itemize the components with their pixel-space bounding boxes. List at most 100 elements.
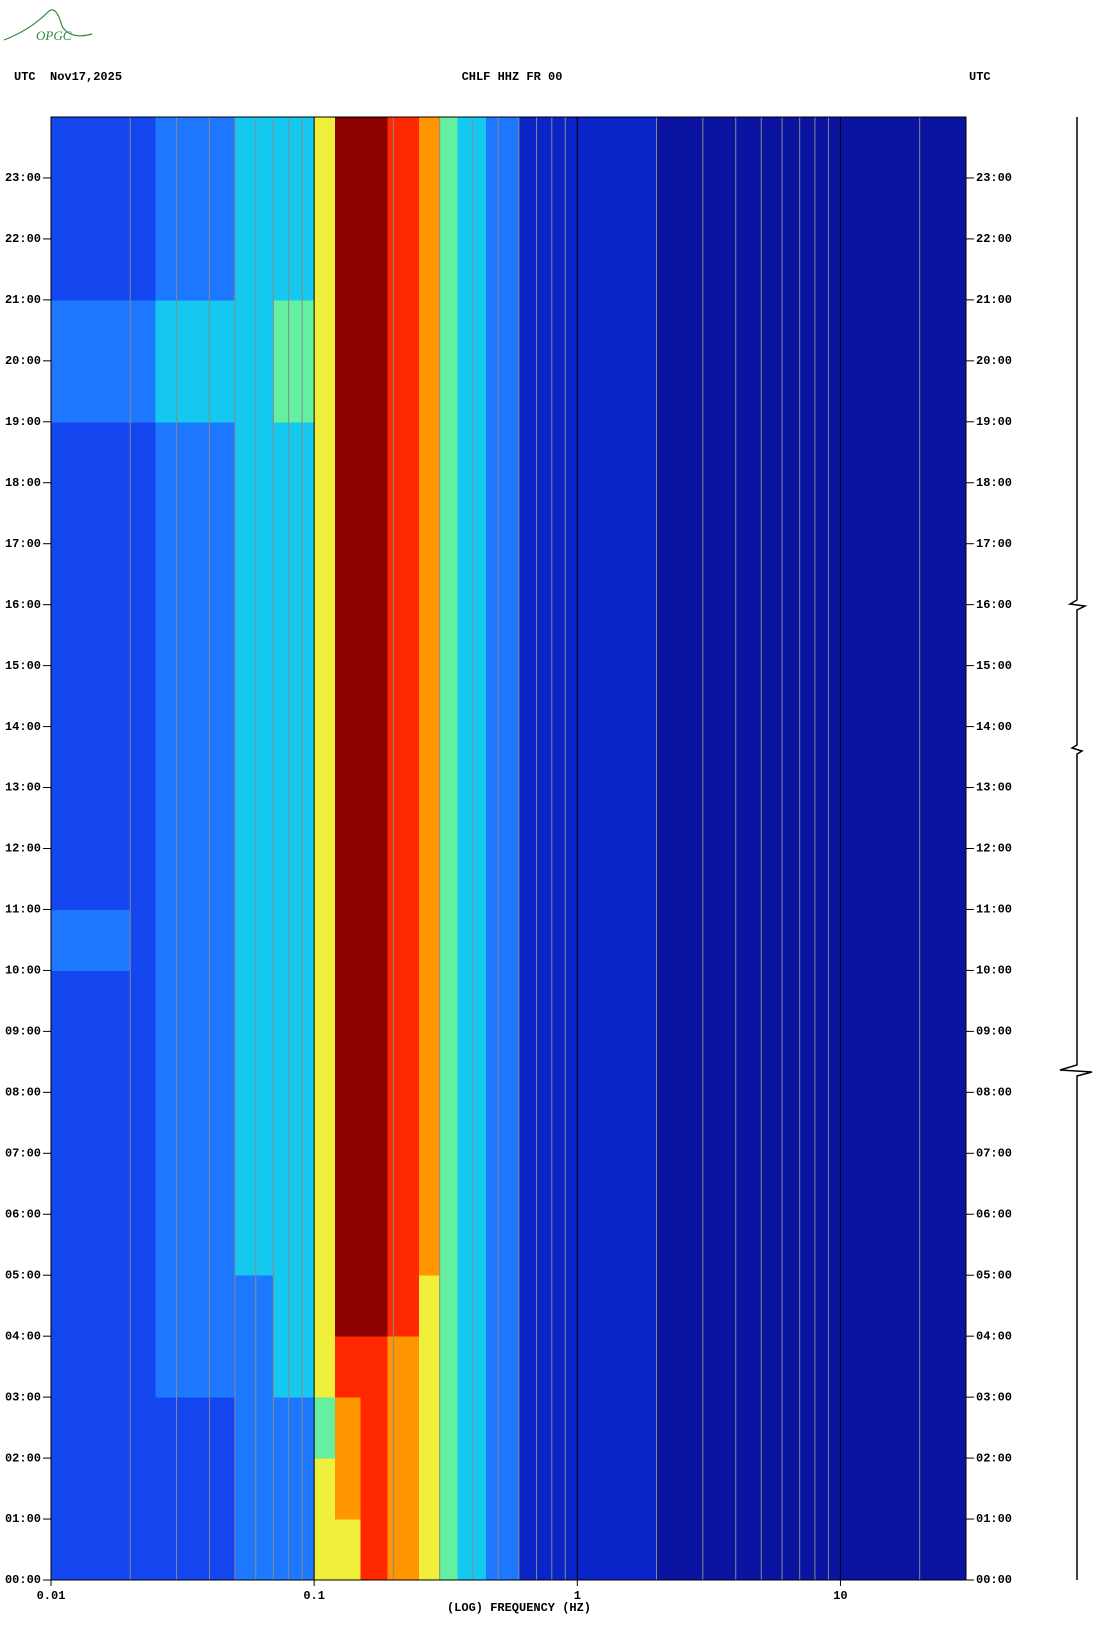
x-tick-label: 0.1 <box>303 1589 325 1603</box>
heat-cell <box>155 909 236 971</box>
heat-cell <box>439 482 458 545</box>
heat-cell <box>155 1031 236 1093</box>
y-tick-label: 06:00 <box>976 1207 1012 1221</box>
heat-cell <box>457 604 487 667</box>
heat-cell <box>577 1092 658 1154</box>
heat-cell <box>314 726 336 789</box>
y-tick-label: 08:00 <box>976 1086 1012 1100</box>
heat-cell <box>273 909 315 971</box>
heat-cell <box>418 848 441 910</box>
heat-cell <box>486 1397 520 1459</box>
heat-cell <box>314 970 336 1032</box>
heat-cell <box>314 1031 336 1093</box>
y-tick-label: 01:00 <box>976 1512 1012 1526</box>
heat-cell <box>334 1214 361 1276</box>
heat-cell <box>387 1092 420 1154</box>
heat-cell <box>577 482 658 545</box>
heat-cell <box>439 177 458 240</box>
heat-cell <box>334 1519 361 1581</box>
heat-cell <box>360 1397 389 1459</box>
heat-cell <box>439 1519 458 1581</box>
heat-cell <box>577 1458 658 1520</box>
heat-cell <box>457 1214 487 1276</box>
heat-cell <box>418 1336 441 1398</box>
heat-cell <box>518 1397 578 1459</box>
right-header: UTC <box>969 70 991 84</box>
heat-cell <box>130 970 157 1032</box>
heat-cell <box>334 482 361 545</box>
heat-cell <box>387 1214 420 1276</box>
heat-cell <box>234 1519 274 1581</box>
heat-cell <box>577 238 658 301</box>
heat-cell <box>518 177 578 240</box>
heat-cell <box>486 117 520 179</box>
heat-cell <box>334 665 361 728</box>
heat-cell <box>457 1153 487 1215</box>
y-tick-label: 22:00 <box>5 232 41 246</box>
heat-cell <box>51 787 131 849</box>
heat-cell <box>486 1458 520 1520</box>
heat-cell <box>439 1092 458 1154</box>
heat-cell <box>155 238 236 301</box>
heat-cell <box>457 117 487 179</box>
heat-cell <box>577 665 658 728</box>
heat-cell <box>155 1275 236 1337</box>
heat-cell <box>334 726 361 789</box>
left-header: UTC Nov17,2025 <box>14 70 122 84</box>
heat-cell <box>314 848 336 910</box>
heat-cell <box>439 1031 458 1093</box>
logo: OPGC <box>36 28 72 43</box>
heat-cell <box>577 970 658 1032</box>
heat-cell <box>360 726 389 789</box>
heat-cell <box>130 604 157 667</box>
heat-cell <box>486 543 520 606</box>
heat-cell <box>130 665 157 728</box>
heat-cell <box>273 1275 315 1337</box>
y-tick-label: 00:00 <box>5 1573 41 1587</box>
heat-cell <box>518 1214 578 1276</box>
heat-cell <box>656 1458 967 1520</box>
heat-cell <box>360 1519 389 1581</box>
heat-cell <box>234 543 274 606</box>
heat-cell <box>439 543 458 606</box>
heat-cell <box>130 543 157 606</box>
x-tick-label: 1 <box>574 1589 581 1603</box>
heat-cell <box>656 1336 967 1398</box>
heat-cell <box>130 482 157 545</box>
y-tick-label: 15:00 <box>976 659 1012 673</box>
heat-cell <box>457 1519 487 1581</box>
heat-cell <box>130 848 157 910</box>
heat-cell <box>387 1458 420 1520</box>
heat-cell <box>334 543 361 606</box>
heat-cell <box>273 1519 315 1581</box>
heat-cell <box>51 848 131 910</box>
heat-cell <box>273 177 315 240</box>
heat-cell <box>334 1397 361 1459</box>
heat-cell <box>387 299 420 362</box>
heat-cell <box>518 909 578 971</box>
heat-cell <box>51 604 131 667</box>
heat-cell <box>457 787 487 849</box>
heat-cell <box>314 604 336 667</box>
heat-cell <box>51 1519 131 1581</box>
y-tick-label: 18:00 <box>5 476 41 490</box>
y-tick-label: 16:00 <box>976 598 1012 612</box>
heat-cell <box>130 299 157 362</box>
y-tick-label: 16:00 <box>5 598 41 612</box>
heat-cell <box>486 421 520 484</box>
heat-cell <box>577 360 658 423</box>
heat-cell <box>439 665 458 728</box>
heat-cell <box>51 177 131 240</box>
heat-cell <box>51 117 131 179</box>
heat-cell <box>273 1336 315 1398</box>
heat-cell <box>314 299 336 362</box>
heat-cell <box>577 299 658 362</box>
heat-cell <box>51 1031 131 1093</box>
heat-cell <box>518 238 578 301</box>
heat-cell <box>314 787 336 849</box>
heat-cell <box>387 421 420 484</box>
heat-cell <box>130 238 157 301</box>
heat-cell <box>457 1336 487 1398</box>
heat-cell <box>234 970 274 1032</box>
heat-cell <box>457 848 487 910</box>
